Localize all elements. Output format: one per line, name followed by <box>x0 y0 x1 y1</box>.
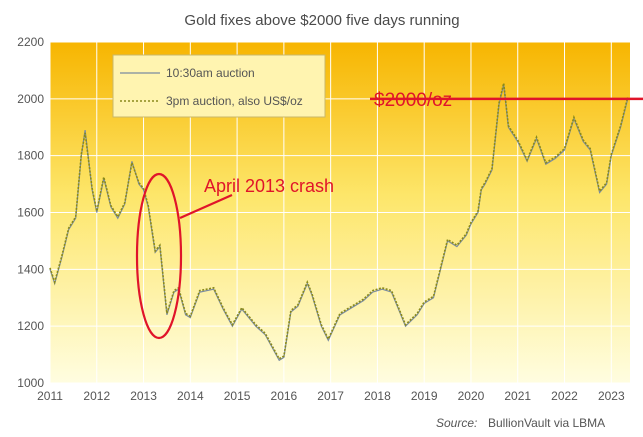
x-axis-ticks: 2011 2012 2013 2014 2015 2016 2017 2018 2019 2020… <box>37 389 625 403</box>
y-tick-label: 1800 <box>17 149 44 163</box>
y-tick-label: 2200 <box>17 35 44 49</box>
y-tick-label: 1000 <box>17 376 44 390</box>
series-layer <box>49 83 629 362</box>
crash-ellipse <box>135 172 183 340</box>
source-label: Source: <box>436 416 477 430</box>
x-tick-label: 2012 <box>83 389 110 403</box>
legend-label-3pm: 3pm auction, also US$/oz <box>166 94 303 108</box>
crash-label: April 2013 crash <box>204 176 334 196</box>
x-tick-label: 2017 <box>317 389 344 403</box>
y-tick-label: 1600 <box>17 206 44 220</box>
y-axis-ticks: 1000 1200 1400 1600 1800 2000 2200 <box>17 35 44 390</box>
x-tick-label: 2018 <box>364 389 391 403</box>
series-3pm-line <box>49 83 629 360</box>
x-tick-label: 2019 <box>411 389 438 403</box>
source-text: BullionVault via LBMA <box>488 416 605 430</box>
x-tick-label: 2015 <box>224 389 251 403</box>
x-tick-label: 2016 <box>271 389 298 403</box>
y-tick-label: 1400 <box>17 262 44 276</box>
x-tick-label: 2023 <box>598 389 625 403</box>
x-tick-label: 2013 <box>130 389 157 403</box>
x-tick-label: 2011 <box>37 389 63 403</box>
y-tick-label: 2000 <box>17 92 44 106</box>
chart-title: Gold fixes above $2000 five days running <box>184 12 459 29</box>
y-tick-label: 1200 <box>17 319 44 333</box>
x-tick-label: 2021 <box>504 389 531 403</box>
x-tick-label: 2022 <box>551 389 578 403</box>
x-tick-label: 2014 <box>177 389 204 403</box>
legend-label-1030: 10:30am auction <box>166 66 255 80</box>
x-tick-label: 2020 <box>458 389 485 403</box>
legend-box <box>112 54 326 118</box>
legend: 10:30am auction 3pm auction, also US$/oz <box>112 54 326 118</box>
crash-pointer <box>179 193 233 220</box>
level-2000-label: $2000/oz <box>374 90 452 111</box>
